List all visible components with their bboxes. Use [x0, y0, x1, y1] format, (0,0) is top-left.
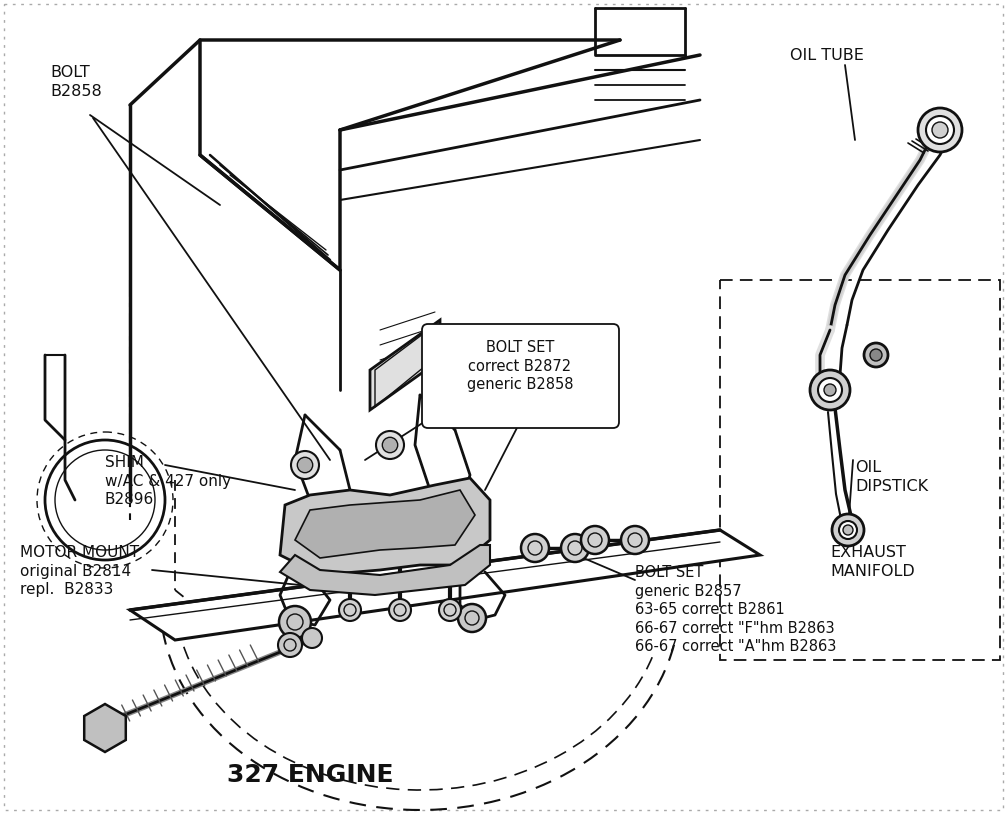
Text: MOTOR MOUNT
original B2814
repl.  B2833: MOTOR MOUNT original B2814 repl. B2833 — [20, 545, 139, 597]
FancyBboxPatch shape — [422, 324, 619, 428]
Text: 327 ENGINE: 327 ENGINE — [227, 763, 394, 787]
Circle shape — [389, 599, 411, 621]
Circle shape — [621, 526, 649, 554]
Circle shape — [278, 633, 302, 657]
Circle shape — [291, 451, 319, 479]
Circle shape — [870, 349, 882, 361]
Text: BOLT
B2858: BOLT B2858 — [50, 65, 102, 98]
Circle shape — [561, 534, 589, 562]
Circle shape — [824, 384, 836, 396]
Circle shape — [864, 343, 888, 367]
Polygon shape — [280, 545, 490, 595]
Polygon shape — [85, 704, 126, 752]
Circle shape — [339, 599, 361, 621]
Text: OIL TUBE: OIL TUBE — [790, 48, 864, 63]
Circle shape — [932, 122, 948, 138]
Circle shape — [376, 431, 404, 459]
Circle shape — [383, 437, 398, 453]
Circle shape — [926, 116, 954, 144]
Polygon shape — [280, 478, 490, 575]
Polygon shape — [370, 320, 440, 410]
Text: OIL
DIPSTICK: OIL DIPSTICK — [855, 460, 928, 493]
Polygon shape — [295, 490, 475, 558]
Circle shape — [279, 606, 311, 638]
Circle shape — [918, 108, 962, 152]
Circle shape — [521, 534, 549, 562]
Polygon shape — [130, 530, 760, 640]
Circle shape — [810, 370, 850, 410]
Text: EXHAUST
MANIFOLD: EXHAUST MANIFOLD — [830, 545, 914, 579]
Text: BOLT SET
generic B2857
63-65 correct B2861
66-67 correct "F"hm B2863
66-67 corre: BOLT SET generic B2857 63-65 correct B28… — [635, 565, 837, 654]
Circle shape — [843, 525, 853, 535]
Circle shape — [297, 457, 313, 473]
Circle shape — [302, 628, 322, 648]
Circle shape — [458, 604, 486, 632]
Circle shape — [581, 526, 609, 554]
Text: BOLT SET
correct B2872
generic B2858: BOLT SET correct B2872 generic B2858 — [467, 340, 573, 392]
Circle shape — [818, 378, 842, 402]
Text: SHIM
w/AC & 427 only
B2896: SHIM w/AC & 427 only B2896 — [105, 455, 232, 507]
Circle shape — [839, 521, 857, 539]
Circle shape — [439, 599, 461, 621]
Circle shape — [832, 514, 864, 546]
